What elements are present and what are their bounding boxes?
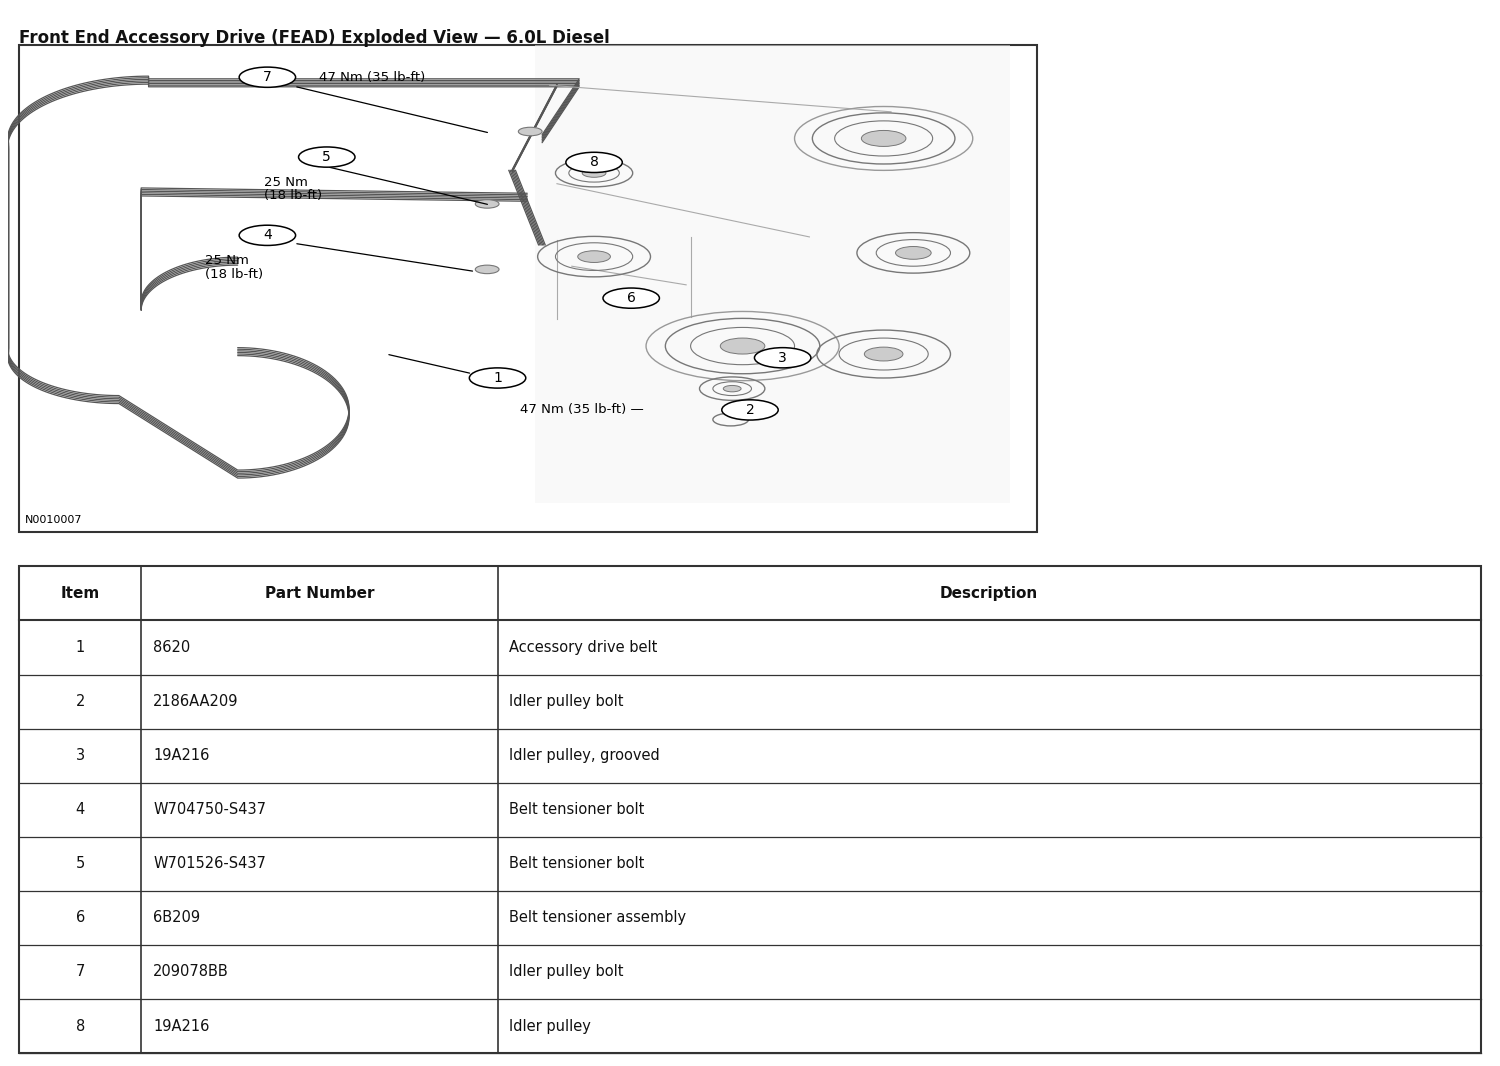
Text: 1: 1 <box>494 371 502 385</box>
Text: 7: 7 <box>262 70 272 84</box>
Text: 209078BB: 209078BB <box>153 965 230 980</box>
Text: 8620: 8620 <box>153 640 190 655</box>
Text: 25 Nm: 25 Nm <box>206 255 249 268</box>
Circle shape <box>723 386 741 392</box>
Circle shape <box>861 130 906 146</box>
FancyBboxPatch shape <box>20 566 1480 1053</box>
Circle shape <box>722 400 778 420</box>
Circle shape <box>298 147 355 167</box>
Text: 6: 6 <box>75 910 86 925</box>
Text: Belt tensioner bolt: Belt tensioner bolt <box>510 856 645 871</box>
Text: 5: 5 <box>322 150 332 164</box>
Circle shape <box>720 338 765 354</box>
Text: 47 Nm (35 lb-ft): 47 Nm (35 lb-ft) <box>320 70 426 84</box>
Circle shape <box>754 348 812 368</box>
Text: 2186AA209: 2186AA209 <box>153 694 238 709</box>
Text: 6B209: 6B209 <box>153 910 200 925</box>
FancyBboxPatch shape <box>20 45 1036 532</box>
Text: 6: 6 <box>627 291 636 305</box>
Text: Belt tensioner assembly: Belt tensioner assembly <box>510 910 687 925</box>
Text: 3: 3 <box>778 351 788 365</box>
Text: 4: 4 <box>75 803 86 818</box>
Text: Item: Item <box>60 586 100 601</box>
Text: W704750-S437: W704750-S437 <box>153 803 266 818</box>
Circle shape <box>470 368 526 388</box>
Text: Accessory drive belt: Accessory drive belt <box>510 640 658 655</box>
Text: Idler pulley, grooved: Idler pulley, grooved <box>510 748 660 763</box>
Text: 3: 3 <box>75 748 86 763</box>
Circle shape <box>603 288 660 308</box>
Text: 2: 2 <box>746 403 754 417</box>
Circle shape <box>566 152 622 173</box>
Text: 19A216: 19A216 <box>153 1018 210 1034</box>
Text: 8: 8 <box>590 156 598 169</box>
Text: 19A216: 19A216 <box>153 748 210 763</box>
Text: 1: 1 <box>75 640 86 655</box>
Text: Description: Description <box>940 586 1038 601</box>
Circle shape <box>582 168 606 177</box>
Text: 4: 4 <box>262 228 272 242</box>
Circle shape <box>476 199 500 208</box>
Circle shape <box>238 67 296 87</box>
Text: Idler pulley bolt: Idler pulley bolt <box>510 965 624 980</box>
Text: 7: 7 <box>75 965 86 980</box>
Text: Part Number: Part Number <box>264 586 374 601</box>
Text: Idler pulley bolt: Idler pulley bolt <box>510 694 624 709</box>
Text: Idler pulley: Idler pulley <box>510 1018 591 1034</box>
Text: 2: 2 <box>75 694 86 709</box>
Text: 8: 8 <box>75 1018 86 1034</box>
Circle shape <box>864 348 903 361</box>
Text: (18 lb-ft): (18 lb-ft) <box>264 189 322 203</box>
FancyBboxPatch shape <box>534 45 1010 503</box>
Circle shape <box>238 225 296 245</box>
Text: N0010007: N0010007 <box>26 516 82 526</box>
Circle shape <box>896 246 932 259</box>
Circle shape <box>519 127 542 135</box>
Text: (18 lb-ft): (18 lb-ft) <box>206 268 262 280</box>
Text: Belt tensioner bolt: Belt tensioner bolt <box>510 803 645 818</box>
Text: 47 Nm (35 lb-ft) —: 47 Nm (35 lb-ft) — <box>520 403 644 417</box>
Text: Front End Accessory Drive (FEAD) Exploded View — 6.0L Diesel: Front End Accessory Drive (FEAD) Explode… <box>20 29 610 47</box>
Text: W701526-S437: W701526-S437 <box>153 856 266 871</box>
Circle shape <box>578 251 610 262</box>
Text: 5: 5 <box>75 856 86 871</box>
Text: 25 Nm: 25 Nm <box>264 176 309 189</box>
Circle shape <box>476 265 500 274</box>
